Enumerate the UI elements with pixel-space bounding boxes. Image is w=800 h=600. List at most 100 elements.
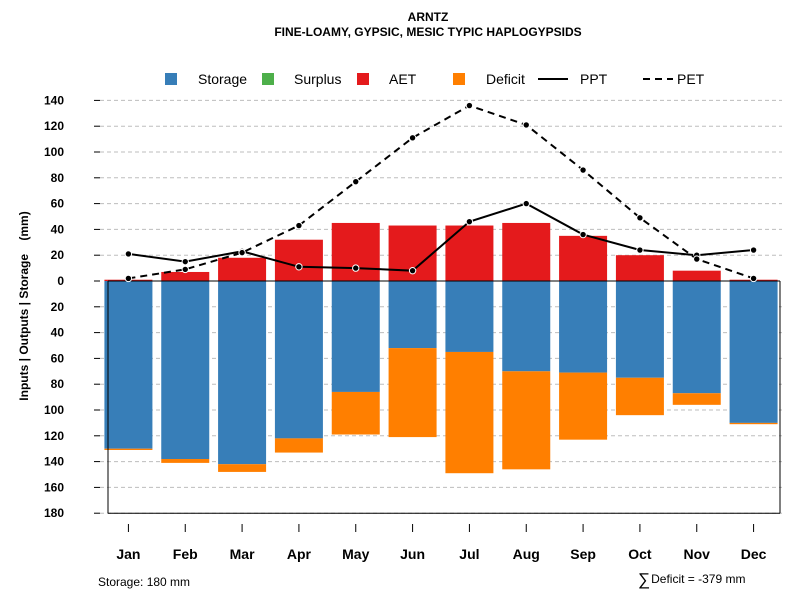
x-tick-label: May <box>342 546 369 562</box>
storage-bar <box>502 281 551 372</box>
y-tick-label: 60 <box>51 197 65 211</box>
storage-bar <box>445 281 494 352</box>
y-tick-label: 140 <box>44 93 64 107</box>
x-tick-label: Nov <box>684 546 711 562</box>
x-tick-label: Jul <box>459 546 479 562</box>
ppt-point <box>408 266 417 275</box>
deficit-bar <box>274 438 323 453</box>
ppt-point <box>352 264 360 272</box>
storage-bar <box>218 281 267 465</box>
pet-point <box>181 265 189 274</box>
y-tick-label: 120 <box>44 429 64 443</box>
ppt-point <box>749 246 758 254</box>
y-tick-label: 100 <box>44 145 64 159</box>
aet-bar <box>218 257 267 281</box>
legend: Storage Surplus AET Deficit PPT PET <box>165 71 705 87</box>
y-tick-label: 0 <box>57 274 64 288</box>
aet-bar <box>445 225 494 281</box>
legend-swatch <box>262 73 274 85</box>
x-tick-label: Oct <box>628 546 652 562</box>
aet-bar <box>672 270 721 281</box>
ppt-point <box>295 263 303 271</box>
storage-bar <box>104 281 153 449</box>
x-tick-label: Sep <box>570 546 596 562</box>
x-tick-label: Apr <box>287 546 312 562</box>
pet-point <box>408 134 417 142</box>
pet-point <box>295 221 303 230</box>
legend-swatch <box>453 73 465 85</box>
y-tick-label: 60 <box>51 351 65 365</box>
y-tick-label: 80 <box>51 171 65 185</box>
deficit-bar <box>104 448 153 450</box>
ppt-point <box>181 257 189 266</box>
x-tick-label: Mar <box>230 546 255 562</box>
pet-point <box>238 248 246 257</box>
ppt-point <box>636 246 644 254</box>
legend-label: PPT <box>580 71 608 87</box>
y-axis-label: Inputs | Outputs | Storage (mm) <box>17 211 31 400</box>
storage-note: Storage: 180 mm <box>98 575 191 589</box>
y-tick-label: 120 <box>44 119 64 133</box>
ppt-point <box>579 230 587 239</box>
deficit-bar <box>331 391 380 435</box>
storage-bar <box>559 281 608 373</box>
deficit-bar <box>161 459 210 463</box>
y-tick-label: 80 <box>51 377 65 391</box>
sum-icon: ∑ <box>638 570 651 589</box>
aet-bar <box>161 271 210 281</box>
lines <box>124 101 758 283</box>
pet-point <box>124 274 133 283</box>
storage-bar <box>672 281 721 394</box>
deficit-bar <box>388 348 437 438</box>
legend-label: AET <box>389 71 417 87</box>
aet-bar <box>331 222 380 281</box>
ppt-point <box>124 250 133 258</box>
x-tick-label: Feb <box>173 546 198 562</box>
chart-title: ARNTZ <box>408 10 449 24</box>
deficit-note: ∑Deficit = -379 mm <box>638 570 745 590</box>
pet-point <box>749 274 758 283</box>
axes: 140 120 100 80 60 40 20 0 20 40 60 80 100 120 140 160 18… <box>44 93 781 562</box>
legend-swatch <box>357 73 369 85</box>
deficit-bar <box>445 351 494 474</box>
x-tick-label: Dec <box>741 546 767 562</box>
y-tick-label: 140 <box>44 455 64 469</box>
pet-point <box>352 177 360 186</box>
legend-label: Deficit <box>486 71 525 87</box>
bars <box>104 222 778 474</box>
ppt-line <box>128 202 754 272</box>
ppt-point <box>465 217 474 226</box>
deficit-bar <box>559 372 608 440</box>
y-tick-label: 20 <box>51 300 65 314</box>
storage-bar <box>388 281 437 349</box>
aet-bar <box>615 255 664 281</box>
deficit-bar <box>615 377 664 416</box>
legend-label: Storage <box>198 71 247 87</box>
x-tick-label: Jan <box>116 546 140 562</box>
y-tick-label: 100 <box>44 403 64 417</box>
deficit-bar <box>502 371 551 470</box>
legend-label: Surplus <box>294 71 341 87</box>
x-tick-label: Jun <box>400 546 425 562</box>
deficit-bar <box>672 393 721 405</box>
y-tick-label: 160 <box>44 480 64 494</box>
legend-label: PET <box>677 71 705 87</box>
y-tick-label: 40 <box>51 326 65 340</box>
y-tick-label: 20 <box>51 248 65 262</box>
storage-bar <box>331 281 380 392</box>
pet-point <box>636 214 644 222</box>
pet-point <box>693 255 701 263</box>
chart-subtitle: FINE-LOAMY, GYPSIC, MESIC TYPIC HAPLOGYP… <box>274 25 581 39</box>
pet-point <box>465 101 474 110</box>
y-tick-label: 40 <box>51 222 65 236</box>
ppt-point <box>522 199 530 208</box>
storage-bar <box>274 281 323 439</box>
deficit-bar <box>218 464 267 472</box>
deficit-text: Deficit = -379 mm <box>651 572 746 586</box>
aet-bar <box>559 235 608 281</box>
y-tick-label: 180 <box>44 506 64 520</box>
legend-swatch <box>165 73 177 85</box>
storage-bar <box>615 281 664 378</box>
aet-bar <box>274 239 323 281</box>
